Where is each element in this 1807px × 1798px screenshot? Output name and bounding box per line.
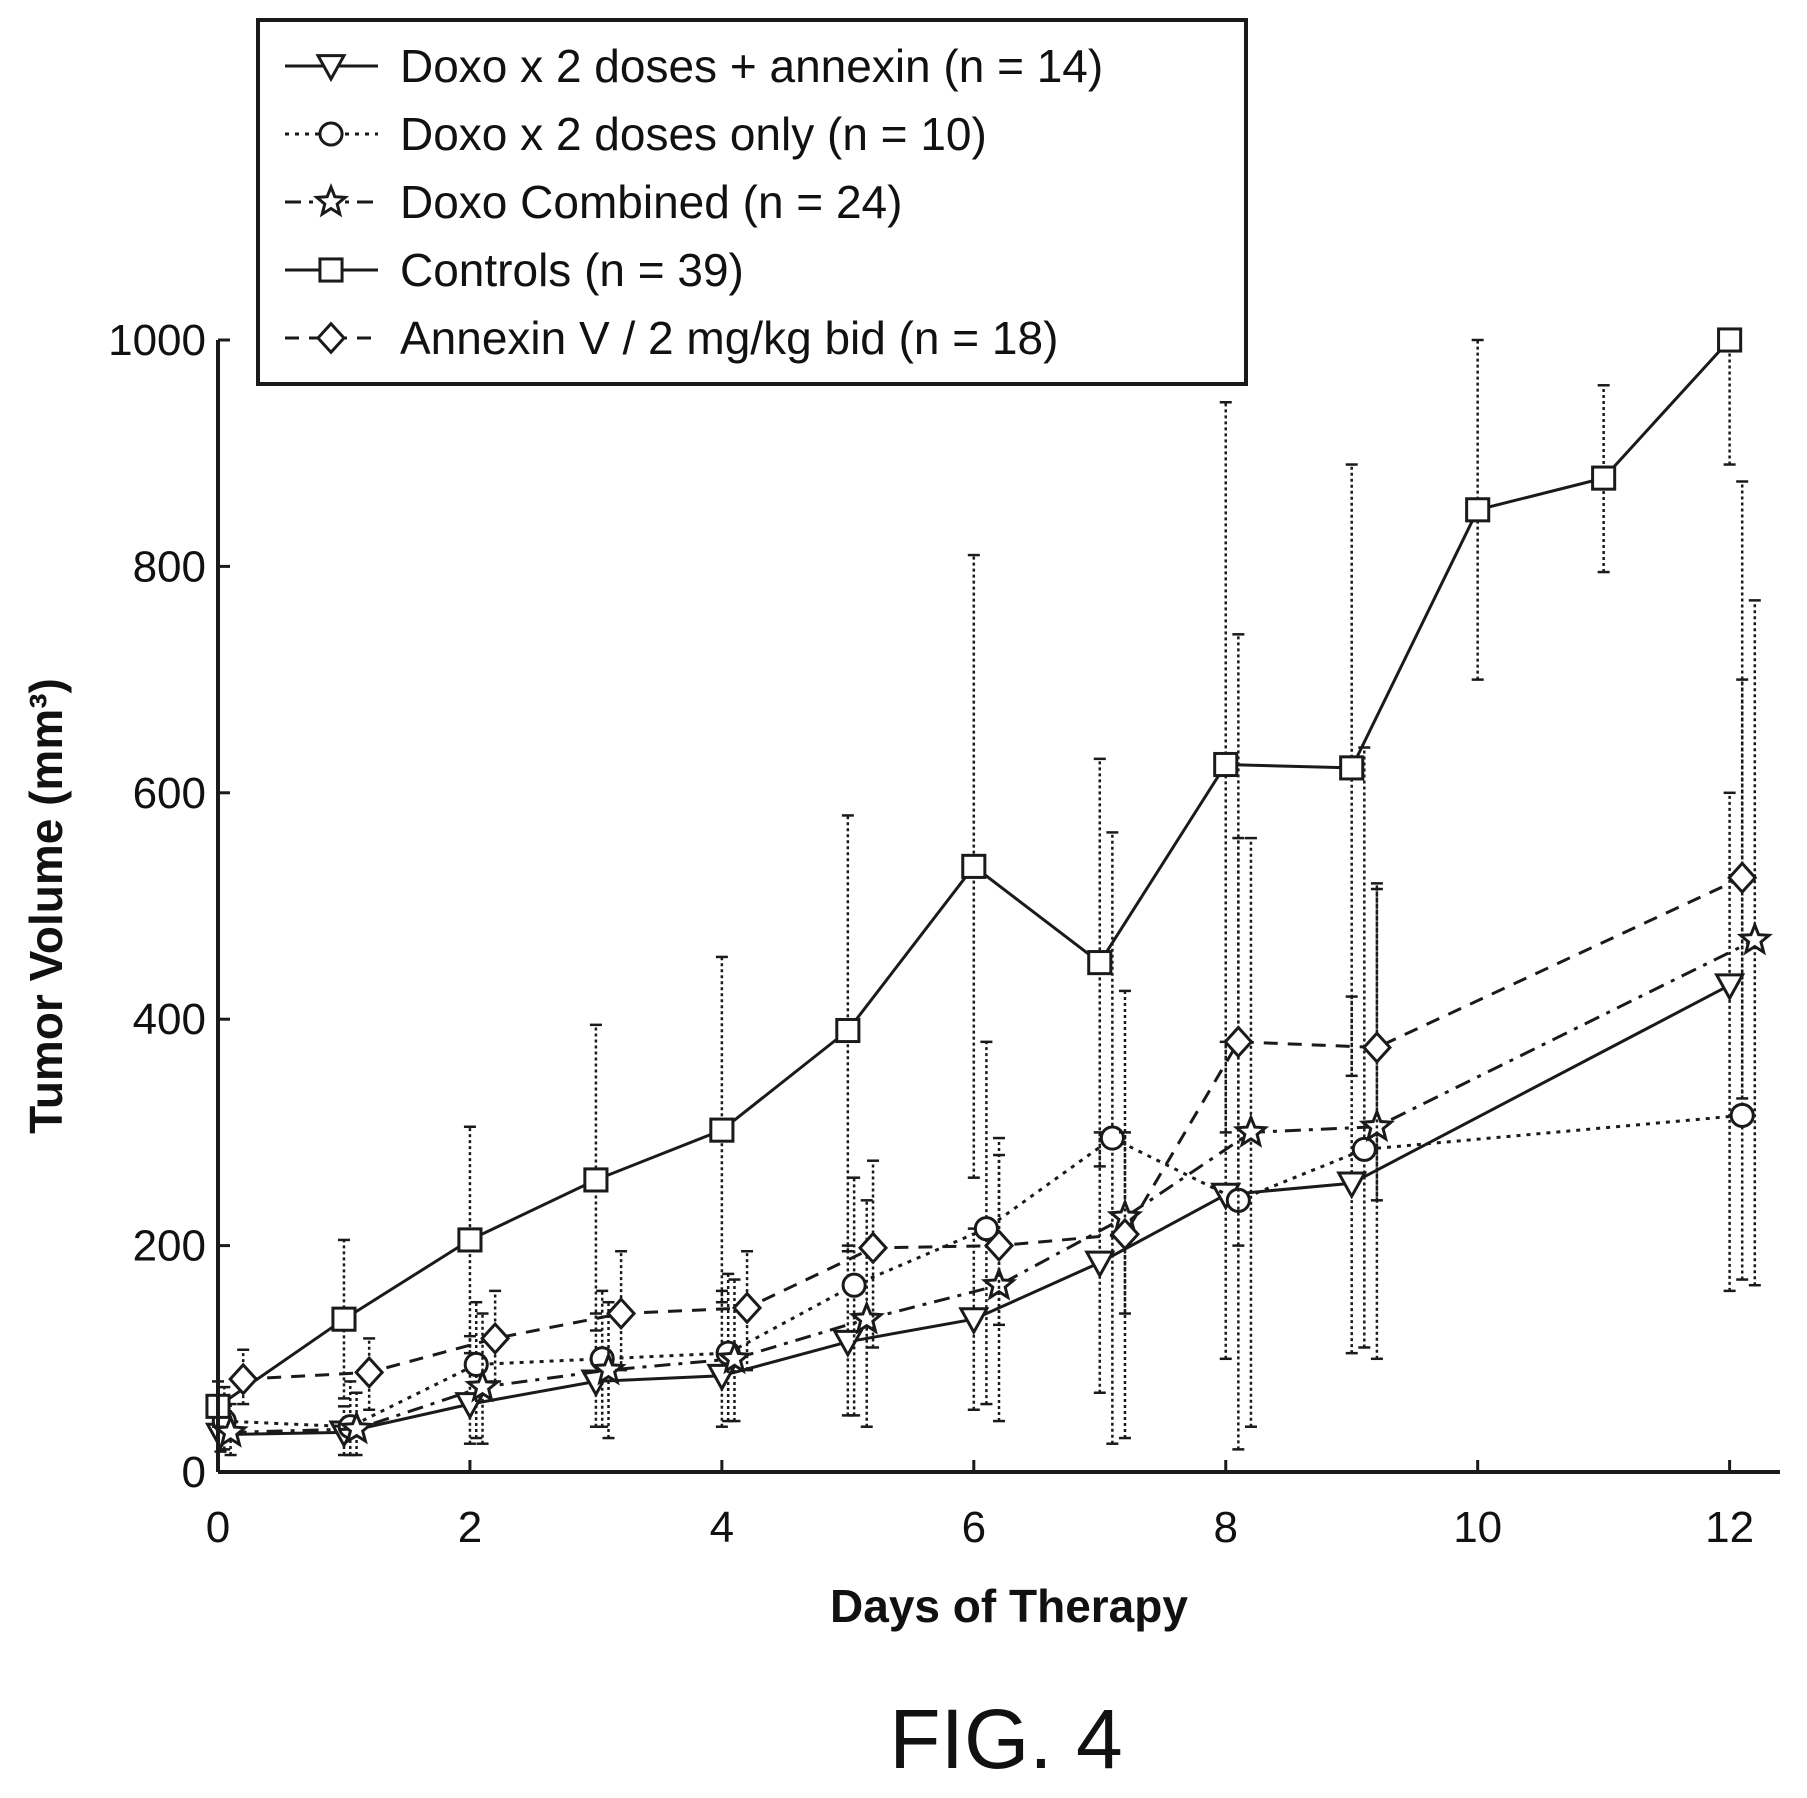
legend-label: Annexin V / 2 mg/kg bid (n = 18) [400, 312, 1058, 364]
data-point [835, 1017, 861, 1044]
data-point [1714, 973, 1746, 1002]
legend-item: Controls (n = 39) [285, 244, 744, 296]
plot-area [204, 327, 1773, 1457]
data-point [583, 1167, 609, 1193]
data-point [980, 1266, 1018, 1301]
figure-label: FIG. 4 [889, 1692, 1122, 1786]
legend-item: Doxo Combined (n = 24) [285, 176, 902, 228]
data-point [228, 1362, 259, 1396]
series-line [243, 876, 1743, 1381]
data-point [983, 1229, 1015, 1263]
data-point [1109, 1217, 1140, 1251]
y-tick-label: 1000 [108, 316, 206, 365]
series-0 [204, 791, 1746, 1457]
data-point [858, 1231, 889, 1265]
legend-item: Doxo x 2 doses only (n = 10) [285, 108, 987, 160]
axes: 0 2 4 6 8 10 12 0 200 400 600 800 1000 Days of Ther… [20, 316, 1780, 1632]
y-axis-ticks: 0 200 400 600 800 1000 [108, 316, 230, 1497]
series-line [224, 1113, 1743, 1429]
y-tick-label: 800 [133, 542, 206, 591]
data-point [841, 1272, 867, 1298]
legend-label: Doxo x 2 doses + annexin (n = 14) [400, 40, 1103, 92]
legend-item: Doxo x 2 doses + annexin (n = 14) [285, 40, 1103, 92]
legend: Doxo x 2 doses + annexin (n = 14) Doxo x … [256, 18, 1248, 386]
data-point [716, 1339, 753, 1375]
data-point [590, 1351, 627, 1386]
data-point [1084, 1250, 1116, 1279]
legend-marker [312, 183, 350, 218]
data-point [958, 1307, 990, 1336]
y-tick-label: 0 [182, 1448, 206, 1497]
data-point [1336, 1171, 1368, 1200]
data-point [331, 1306, 357, 1332]
data-point [848, 1300, 885, 1335]
legend-item: Annexin V / 2 mg/kg bid (n = 18) [285, 312, 1058, 364]
data-point [1232, 1113, 1270, 1148]
data-point [606, 1296, 637, 1331]
legend-box [256, 18, 1248, 386]
data-point [1339, 755, 1365, 781]
data-point [709, 1117, 735, 1143]
data-point [732, 1291, 763, 1325]
data-point [1087, 950, 1113, 976]
data-point [1351, 1136, 1377, 1162]
data-point [1213, 751, 1239, 778]
data-point [1729, 1102, 1755, 1128]
x-tick-label: 8 [1213, 1503, 1237, 1552]
y-axis-label: Tumor Volume (mm³) [20, 678, 72, 1134]
series-2 [212, 599, 1773, 1457]
legend-marker [318, 121, 344, 147]
data-point [1591, 465, 1617, 491]
data-point [354, 1355, 385, 1389]
series-line [230, 938, 1756, 1434]
data-point [1736, 920, 1773, 956]
data-point [973, 1216, 999, 1242]
data-point [480, 1321, 511, 1355]
series-3 [205, 327, 1743, 1428]
x-tick-label: 6 [962, 1503, 986, 1552]
data-point [1727, 861, 1758, 895]
legend-label: Doxo Combined (n = 24) [400, 176, 902, 228]
legend-marker [315, 54, 347, 83]
legend-label: Controls (n = 39) [400, 244, 744, 296]
data-point [1099, 1125, 1125, 1151]
data-point [1465, 497, 1491, 523]
legend-label: Doxo x 2 doses only (n = 10) [400, 108, 987, 160]
data-point [1223, 1025, 1254, 1059]
data-point [1361, 1030, 1392, 1065]
legend-marker [318, 257, 344, 283]
data-point [457, 1227, 483, 1253]
x-tick-label: 0 [206, 1503, 230, 1552]
x-axis-ticks: 0 2 4 6 8 10 12 [206, 1460, 1754, 1552]
x-tick-label: 12 [1705, 1503, 1754, 1552]
legend-marker [315, 321, 347, 355]
x-tick-label: 10 [1453, 1503, 1502, 1552]
data-point [1717, 327, 1743, 353]
series-4 [228, 678, 1758, 1411]
y-tick-label: 400 [133, 995, 206, 1044]
y-tick-label: 200 [133, 1222, 206, 1271]
data-point [961, 853, 987, 879]
data-point [338, 1409, 375, 1445]
y-tick-label: 600 [133, 769, 206, 818]
x-tick-label: 4 [710, 1503, 734, 1552]
x-tick-label: 2 [458, 1503, 482, 1552]
x-axis-label: Days of Therapy [830, 1580, 1188, 1632]
